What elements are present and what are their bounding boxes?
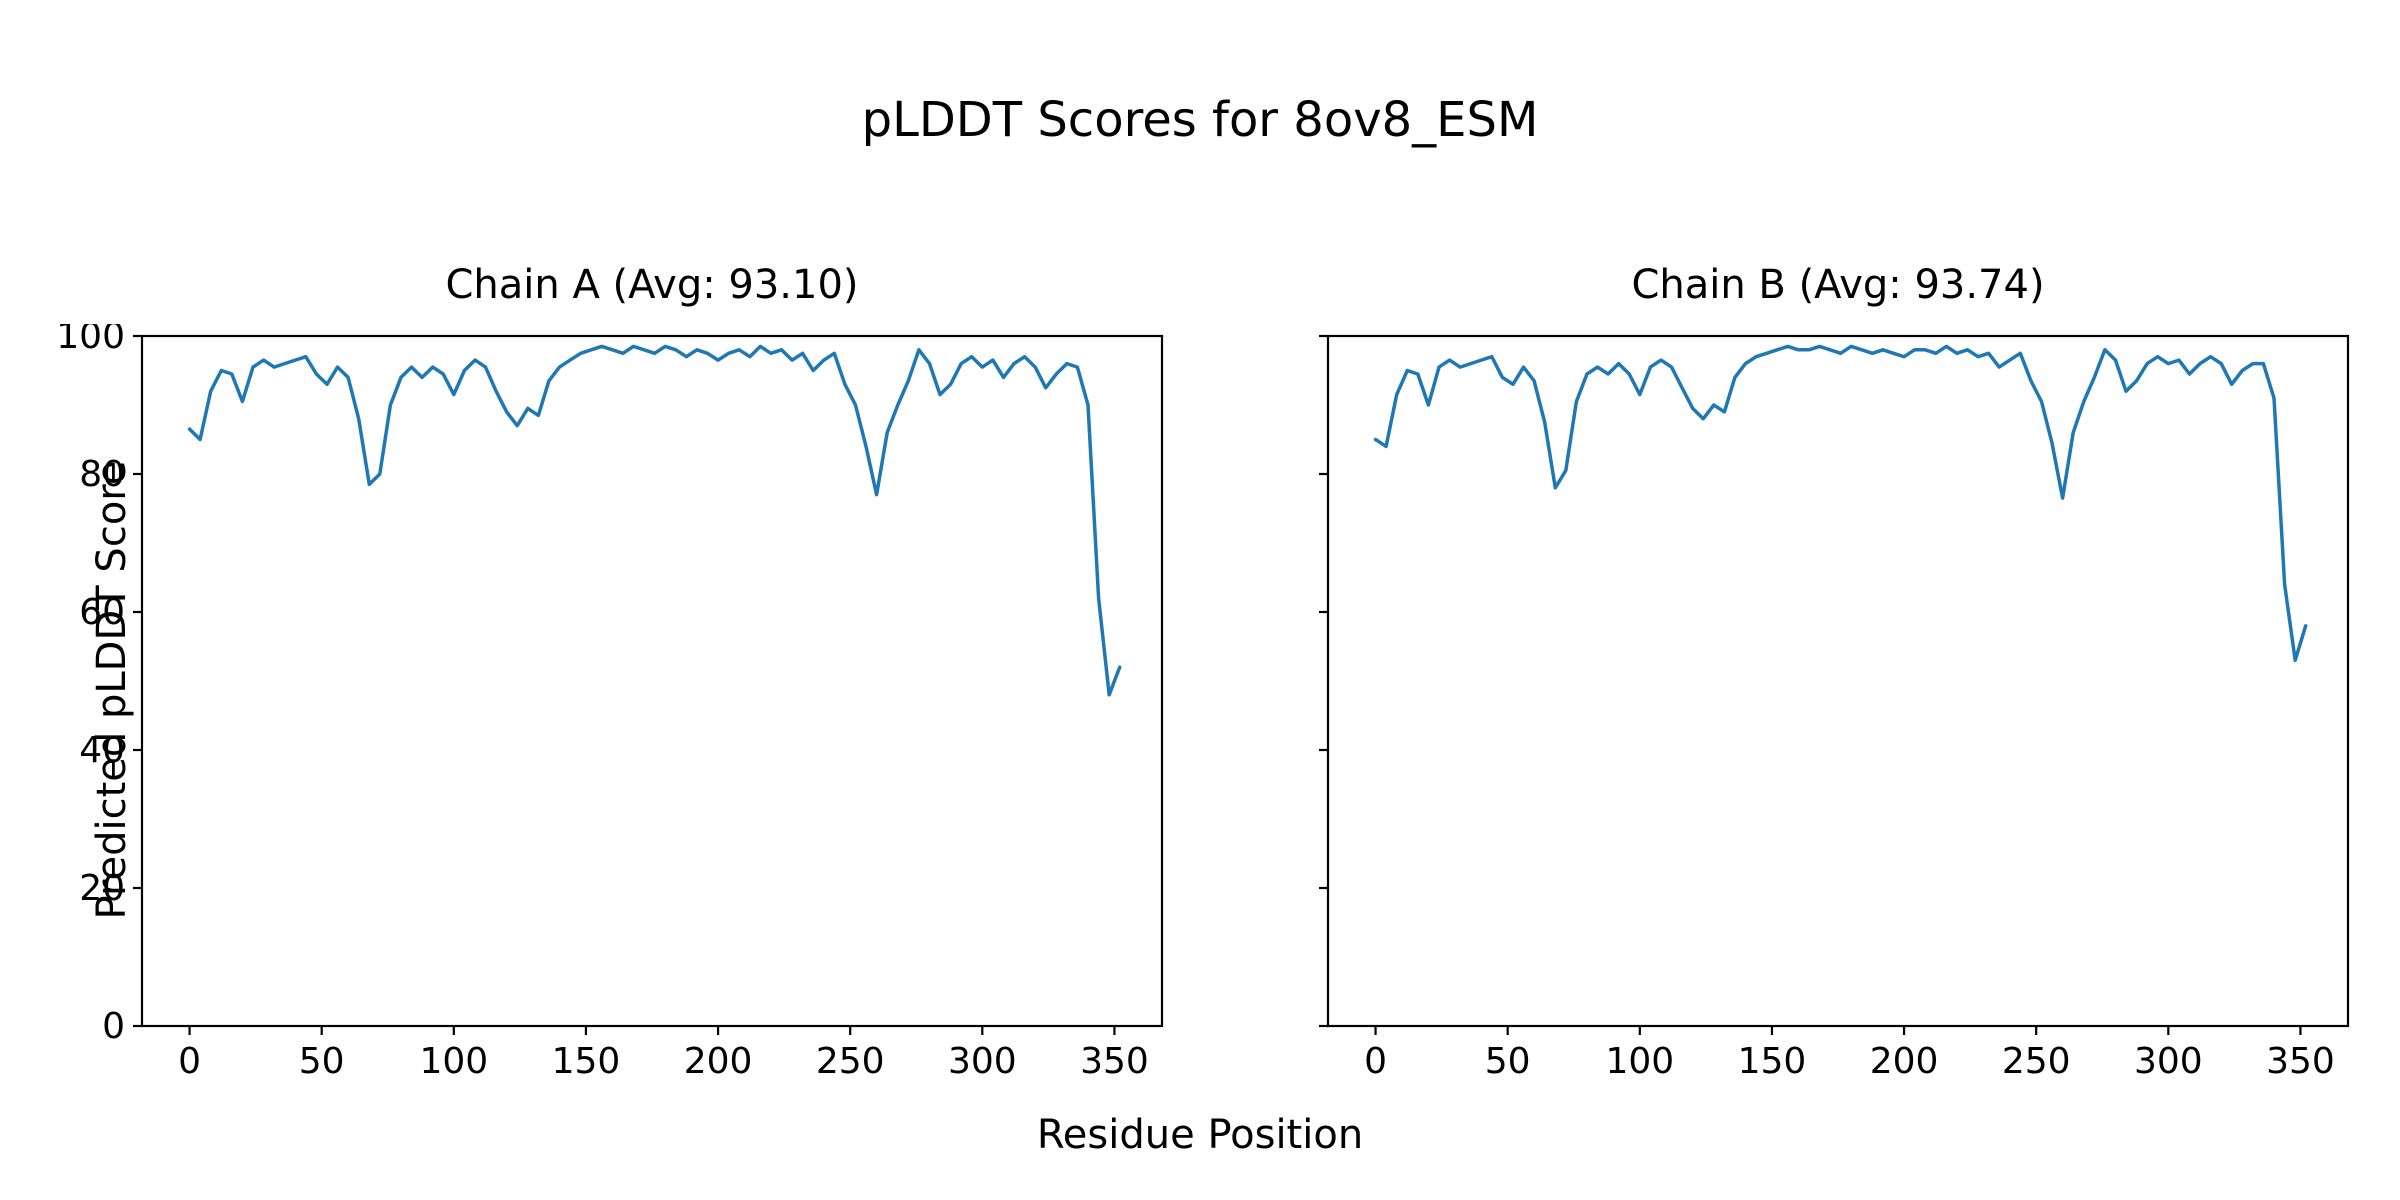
x-tick-label: 150 [1738, 1041, 1807, 1082]
x-tick-label: 350 [1080, 1041, 1149, 1082]
x-tick-label: 200 [684, 1041, 753, 1082]
chain-a-title: Chain A (Avg: 93.10) [445, 262, 859, 308]
plddt-line-series [1373, 344, 2308, 663]
x-axis-label: Residue Position [1036, 1112, 1364, 1158]
x-tick-label: 0 [178, 1041, 201, 1082]
chain-a-plot: 0 50 100 150 200 250 300 350 0 20 40 60 80 100 [56, 324, 1164, 1082]
chain-b-plot: 0 50 100 150 200 250 300 350 [1319, 334, 2350, 1082]
y-tick-label: 100 [56, 324, 125, 357]
x-tick-label: 300 [948, 1041, 1017, 1082]
x-tick-label: 50 [1485, 1041, 1531, 1082]
x-tick-label: 250 [816, 1041, 885, 1082]
y-tick-label: 0 [102, 1006, 125, 1047]
x-tick-label: 150 [552, 1041, 621, 1082]
plddt-line-series [187, 344, 1122, 697]
y-tick-label: 60 [79, 592, 125, 633]
x-tick-label: 100 [419, 1041, 488, 1082]
y-tick-label: 20 [79, 868, 125, 909]
chain-b-title: Chain B (Avg: 93.74) [1631, 262, 2045, 308]
x-tick-label: 0 [1364, 1041, 1387, 1082]
subplot-chain-b: Chain B (Avg: 93.74) 0 50 100 150 200 250 300 3… [1218, 262, 2368, 1104]
axes-spines [140, 334, 1164, 1028]
plots-row: Chain A (Avg: 93.10) 0 50 100 150 200 250 300 3… [0, 262, 2400, 1104]
subplot-chain-a: Chain A (Avg: 93.10) 0 50 100 150 200 250 300 3… [32, 262, 1182, 1104]
x-tick-label: 50 [299, 1041, 345, 1082]
x-tick-label: 200 [1870, 1041, 1939, 1082]
axes-spines [1326, 334, 2350, 1028]
y-tick-label: 40 [79, 730, 125, 771]
x-tick-label: 250 [2002, 1041, 2071, 1082]
x-tick-label: 300 [2134, 1041, 2203, 1082]
x-tick-label: 350 [2266, 1041, 2335, 1082]
y-tick-label: 80 [79, 454, 125, 495]
x-tick-label: 100 [1605, 1041, 1674, 1082]
figure-title: pLDDT Scores for 8ov8_ESM [861, 92, 1539, 148]
